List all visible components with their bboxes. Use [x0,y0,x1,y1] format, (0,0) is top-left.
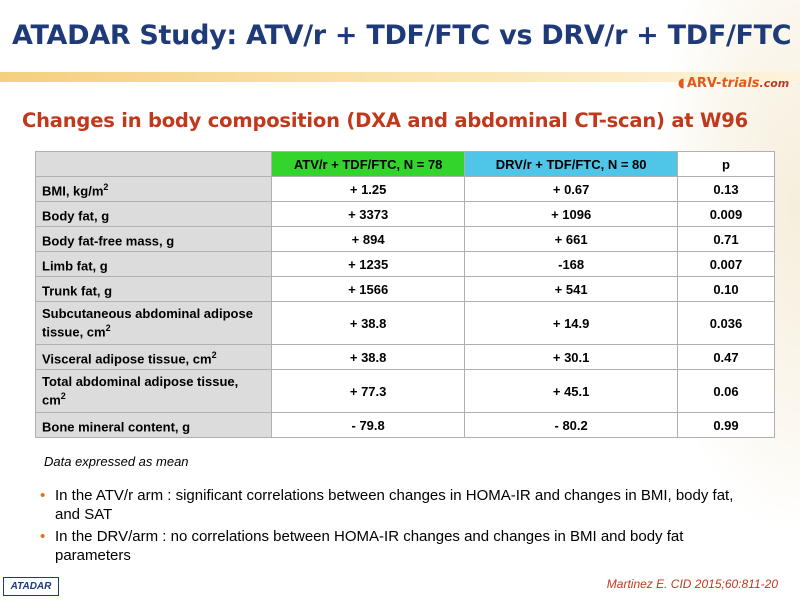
cell-atv: + 38.8 [270,301,466,345]
cell-p: 0.06 [676,369,776,413]
cell-drv: + 45.1 [464,369,678,413]
row-label: Total abdominal adipose tissue, cm2 [35,369,272,413]
row-label-text: Visceral adipose tissue, cm [42,351,212,367]
cell-drv: -168 [464,251,678,277]
cell-atv: + 77.3 [270,369,466,413]
unit-superscript: 2 [211,349,217,360]
table-body: BMI, kg/m2 + 1.25 + 0.67 0.13 Body fat, g + 3… [35,176,776,438]
header-corner [35,151,272,177]
row-label: Trunk fat, g [35,276,272,302]
cell-p: 0.47 [676,344,776,370]
cell-p: 0.009 [676,201,776,227]
row-label-text: Total abdominal adipose tissue, cm [42,373,239,408]
table-header-row: ATV/r + TDF/FTC, N = 78 DRV/r + TDF/FTC,… [35,151,776,177]
cell-atv: + 1235 [270,251,466,277]
cell-drv: + 14.9 [464,301,678,345]
cell-atv: + 38.8 [270,344,466,370]
row-label-text: BMI, kg/m [42,183,104,199]
unit-superscript: 2 [103,181,109,192]
table-row: Body fat-free mass, g + 894 + 661 0.71 [35,226,776,252]
row-label-text: Limb fat, g [42,258,108,274]
data-note: Data expressed as mean [44,454,189,469]
cell-drv: + 0.67 [464,176,678,202]
logo-brand: ARV [686,76,717,91]
cell-drv: + 541 [464,276,678,302]
row-label: Limb fat, g [35,251,272,277]
cell-p: 0.10 [676,276,776,302]
table-row: Subcutaneous abdominal adipose tissue, c… [35,301,776,345]
row-label: Visceral adipose tissue, cm2 [35,344,272,370]
cell-p: 0.99 [676,412,776,438]
header-atv-arm: ATV/r + TDF/FTC, N = 78 [270,151,466,177]
logo-domain: .com [759,77,790,90]
table-row: BMI, kg/m2 + 1.25 + 0.67 0.13 [35,176,776,202]
cell-drv: + 30.1 [464,344,678,370]
logo-dash: - [716,76,722,91]
cell-atv: + 3373 [270,201,466,227]
unit-superscript: 2 [105,322,111,333]
atadar-badge: ATADAR [3,577,59,596]
row-label: Body fat-free mass, g [35,226,272,252]
table-row: Visceral adipose tissue, cm2 + 38.8 + 30.1… [35,344,776,370]
arv-trials-logo: ◖ ARV-trials.com [678,76,789,91]
cell-p: 0.036 [676,301,776,345]
title-divider [0,72,800,82]
slide-title: ATADAR Study: ATV/r + TDF/FTC vs DRV/r +… [12,20,792,51]
row-label-text: Subcutaneous abdominal adipose tissue, c… [42,305,253,340]
cell-p: 0.007 [676,251,776,277]
cell-drv: + 1096 [464,201,678,227]
cell-drv: + 661 [464,226,678,252]
cell-atv: + 1.25 [270,176,466,202]
row-label-text: Trunk fat, g [42,283,113,299]
row-label-text: Bone mineral content, g [42,419,191,435]
table-row: Trunk fat, g + 1566 + 541 0.10 [35,276,776,302]
row-label-text: Body fat-free mass, g [42,233,175,249]
cell-atv: - 79.8 [270,412,466,438]
slide-subtitle: Changes in body composition (DXA and abd… [22,109,749,132]
logo-swoosh-icon: ◖ [678,76,685,91]
cell-atv: + 1566 [270,276,466,302]
cell-atv: + 894 [270,226,466,252]
cell-p: 0.71 [676,226,776,252]
cell-p: 0.13 [676,176,776,202]
logo-trials: trials [721,76,760,91]
header-drv-arm: DRV/r + TDF/FTC, N = 80 [464,151,678,177]
bullet-item: In the ATV/r arm : significant correlati… [40,486,755,524]
row-label: Body fat, g [35,201,272,227]
bullet-list: In the ATV/r arm : significant correlati… [40,486,755,568]
row-label: Subcutaneous abdominal adipose tissue, c… [35,301,272,345]
unit-superscript: 2 [60,390,66,401]
table-row: Bone mineral content, g - 79.8- 80.2 0.99 [35,412,776,438]
table-row: Limb fat, g + 1235 -168 0.007 [35,251,776,277]
cell-drv: - 80.2 [464,412,678,438]
row-label: Bone mineral content, g [35,412,272,438]
bullet-item: In the DRV/arm : no correlations between… [40,527,755,565]
citation: Martinez E. CID 2015;60:811-20 [606,577,778,591]
row-label: BMI, kg/m2 [35,176,272,202]
row-label-text: Body fat, g [42,208,110,224]
table-row: Body fat, g + 3373 + 1096 0.009 [35,201,776,227]
body-composition-table: ATV/r + TDF/FTC, N = 78 DRV/r + TDF/FTC,… [35,151,776,438]
header-p-value: p [676,151,776,177]
table-row: Total abdominal adipose tissue, cm2 + 77.… [35,369,776,413]
